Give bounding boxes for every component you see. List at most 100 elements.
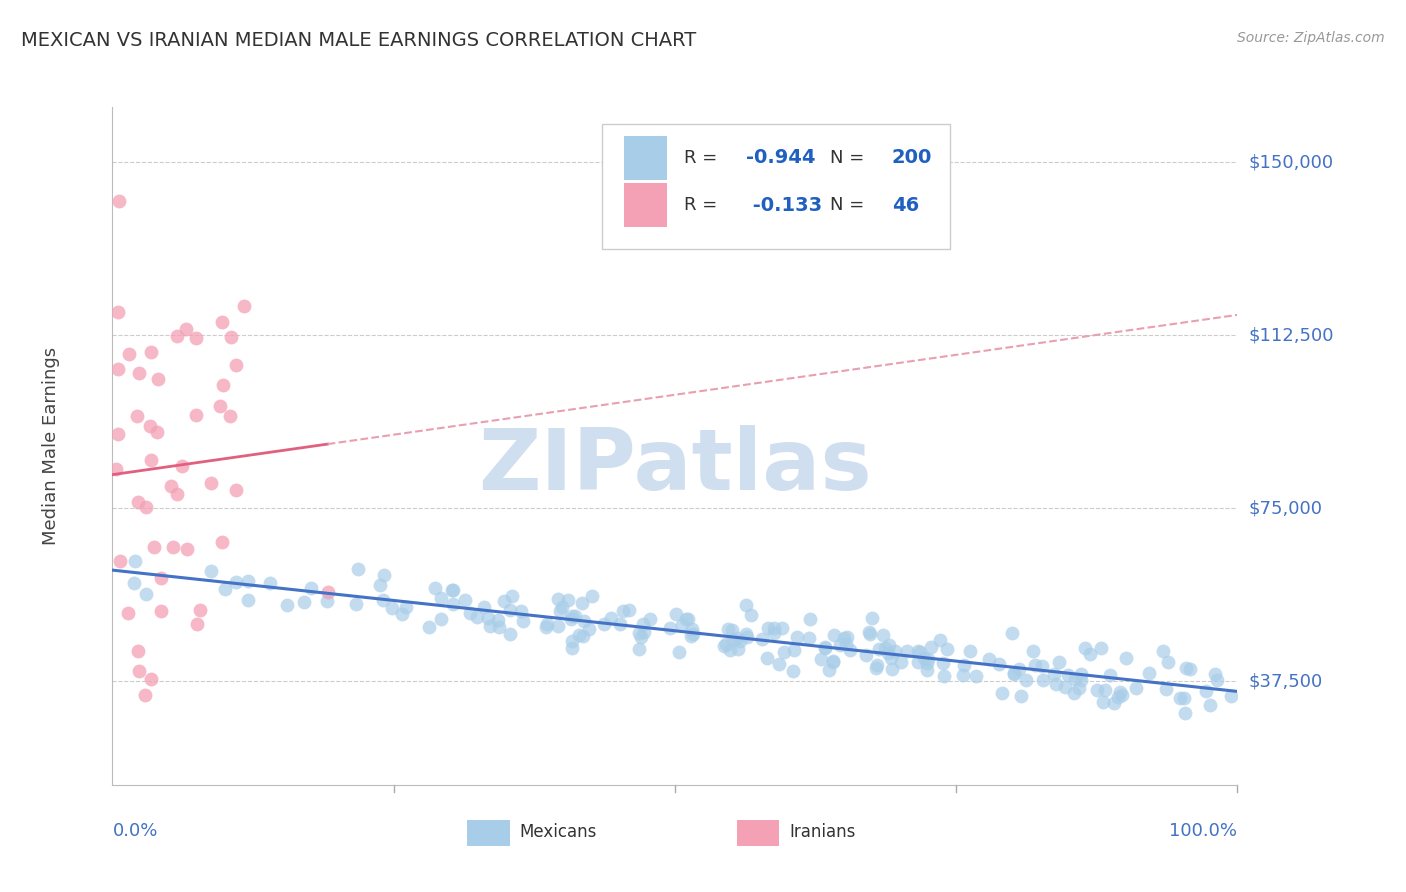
Point <box>572 629 595 643</box>
Point <box>908 645 931 659</box>
Point <box>128 665 150 679</box>
Point <box>107 361 129 376</box>
Point <box>499 627 522 641</box>
Point <box>907 644 929 658</box>
Point <box>782 664 804 678</box>
Point <box>877 646 900 660</box>
Point <box>638 612 661 626</box>
Point <box>501 589 523 603</box>
Point <box>1098 668 1121 682</box>
Point <box>932 669 955 683</box>
FancyBboxPatch shape <box>467 821 509 846</box>
Text: $112,500: $112,500 <box>1249 326 1334 344</box>
Point <box>467 609 489 624</box>
Point <box>952 668 974 682</box>
Point <box>860 611 883 625</box>
Point <box>932 656 955 670</box>
Point <box>917 651 939 665</box>
Point <box>134 689 156 703</box>
Point <box>1173 690 1195 705</box>
Point <box>912 651 935 665</box>
Point <box>599 611 621 625</box>
Point <box>628 626 651 640</box>
Point <box>124 554 146 568</box>
Text: N =: N = <box>830 196 870 214</box>
Point <box>373 567 395 582</box>
Point <box>959 644 981 658</box>
Point <box>212 377 235 392</box>
Point <box>783 643 806 657</box>
Point <box>865 657 887 672</box>
Text: Median Male Earnings: Median Male Earnings <box>42 347 59 545</box>
Point <box>1070 666 1092 681</box>
Point <box>714 637 737 651</box>
Point <box>740 608 762 623</box>
Point <box>211 534 233 549</box>
Point <box>1157 655 1180 669</box>
Point <box>678 611 700 625</box>
Point <box>1111 688 1133 702</box>
Point <box>883 644 905 658</box>
Point <box>734 626 756 640</box>
Point <box>1002 665 1025 680</box>
Point <box>200 475 222 490</box>
Point <box>756 621 779 635</box>
Point <box>1054 680 1077 694</box>
Point <box>166 487 188 501</box>
Point <box>547 591 569 606</box>
Point <box>612 604 634 618</box>
Point <box>865 661 887 675</box>
Point <box>810 652 832 666</box>
Point <box>209 399 232 413</box>
Point <box>474 600 496 615</box>
Point <box>797 631 820 645</box>
Point <box>681 629 703 643</box>
Point <box>837 630 859 644</box>
Point <box>564 608 586 623</box>
Point <box>236 592 259 607</box>
Text: ZIPatlas: ZIPatlas <box>478 425 872 508</box>
Point <box>162 540 184 554</box>
Point <box>1085 682 1108 697</box>
Text: R =: R = <box>683 196 723 214</box>
Point <box>172 459 194 474</box>
Point <box>1004 667 1026 681</box>
Text: R =: R = <box>683 149 723 167</box>
Point <box>1022 643 1045 657</box>
Point <box>592 617 614 632</box>
Point <box>735 630 758 644</box>
Point <box>135 587 157 601</box>
Point <box>292 594 315 608</box>
Point <box>1047 655 1070 669</box>
Point <box>1063 686 1085 700</box>
Point <box>551 599 574 614</box>
Point <box>571 596 593 610</box>
Point <box>718 643 741 657</box>
Point <box>430 612 453 626</box>
Point <box>233 300 256 314</box>
Text: Source: ZipAtlas.com: Source: ZipAtlas.com <box>1237 31 1385 45</box>
Point <box>671 617 693 632</box>
Text: 100.0%: 100.0% <box>1170 822 1237 840</box>
Point <box>578 622 600 636</box>
Point <box>219 409 242 424</box>
Point <box>561 641 583 656</box>
Point <box>561 633 583 648</box>
Point <box>1137 665 1160 680</box>
Point <box>868 642 890 657</box>
Point <box>915 663 938 677</box>
Point <box>965 669 987 683</box>
Point <box>768 657 790 671</box>
Point <box>668 645 690 659</box>
Point <box>299 581 322 595</box>
Point <box>821 654 844 668</box>
Point <box>859 627 882 641</box>
FancyBboxPatch shape <box>737 821 779 846</box>
Point <box>890 655 912 669</box>
Point <box>150 604 173 618</box>
Point <box>727 642 749 657</box>
Point <box>479 619 502 633</box>
Point <box>1057 668 1080 682</box>
Point <box>713 639 735 653</box>
Point <box>717 622 740 636</box>
